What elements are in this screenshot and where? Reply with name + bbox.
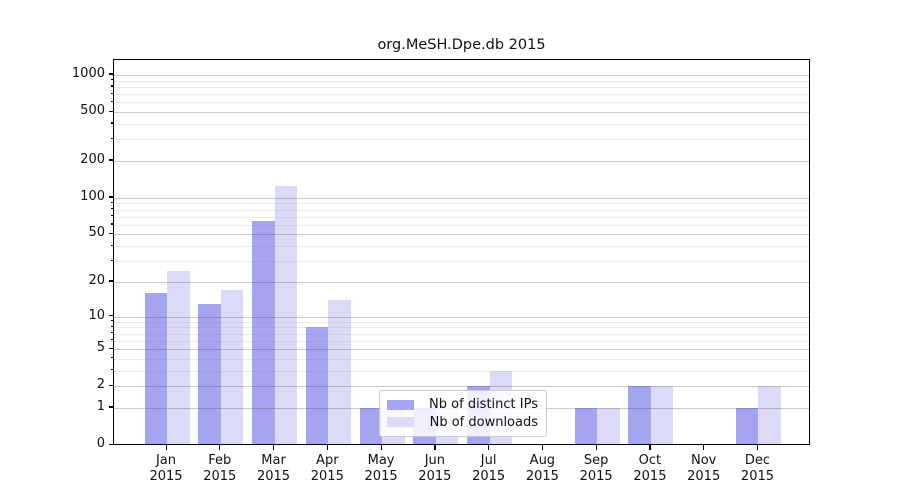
bar-downloads-dec	[758, 386, 781, 444]
bar-distinct-ips-sep	[574, 407, 598, 444]
y-minor-tick-mark	[110, 369, 113, 371]
bar-downloads-apr	[328, 299, 351, 444]
y-minor-tick-mark	[110, 100, 113, 102]
y-tick-mark	[108, 347, 113, 349]
bar-distinct-ips-mar	[252, 220, 275, 444]
y-tick-mark	[108, 159, 113, 161]
y-tick-label: 5	[96, 340, 105, 356]
y-tick-mark	[108, 315, 113, 317]
y-minor-tick-mark	[110, 259, 113, 261]
x-tick-mark	[541, 445, 544, 450]
bar-distinct-ips-feb	[198, 303, 221, 444]
legend-swatch-distinct-ips-icon	[387, 399, 414, 410]
x-tick-mark	[756, 445, 759, 450]
y-tick-label: 2	[96, 377, 105, 393]
y-minor-tick-mark	[110, 79, 113, 81]
y-minor-tick-mark	[110, 137, 113, 140]
bar-downloads-oct	[650, 386, 674, 444]
y-tick-mark	[108, 232, 113, 235]
bar-downloads-jan	[167, 270, 190, 444]
plot-area	[113, 59, 810, 445]
x-tick-mark	[219, 445, 221, 450]
bar-distinct-ips-oct	[628, 386, 651, 444]
y-minor-tick-mark	[110, 85, 113, 87]
x-tick-mark	[434, 445, 436, 450]
x-tick-label-jan: Jan 2015	[149, 453, 183, 484]
y-minor-tick-mark	[110, 92, 113, 94]
x-tick-label-apr: Apr 2015	[310, 453, 344, 484]
x-tick-mark	[595, 445, 597, 450]
x-tick-label-oct: Oct 2015	[633, 453, 667, 484]
y-minor-tick-mark	[110, 332, 113, 334]
y-minor-tick-mark	[110, 357, 113, 359]
y-tick-mark	[108, 443, 113, 445]
y-minor-tick-mark	[110, 208, 113, 210]
y-minor-tick-mark	[110, 215, 113, 217]
y-tick-mark	[108, 280, 113, 282]
bar-downloads-mar	[274, 185, 298, 444]
y-minor-tick-mark	[110, 339, 113, 341]
y-tick-label: 50	[88, 225, 105, 241]
bar-distinct-ips-may	[359, 407, 383, 444]
x-tick-mark	[703, 445, 705, 450]
bar-downloads-feb	[220, 290, 244, 444]
x-tick-mark	[649, 445, 651, 450]
y-minor-tick-mark	[110, 223, 113, 225]
legend-item-distinct-ips: Nb of distinct IPs	[387, 396, 538, 413]
legend-label: Nb of downloads	[429, 414, 538, 430]
x-tick-label-sep: Sep 2015	[579, 453, 613, 484]
y-tick-label: 20	[88, 272, 105, 288]
legend-label: Nb of distinct IPs	[429, 397, 538, 413]
bar-distinct-ips-jan	[144, 293, 167, 444]
y-minor-tick-mark	[110, 325, 113, 327]
bar-distinct-ips-apr	[305, 327, 329, 444]
y-tick-mark	[108, 196, 113, 198]
legend: Nb of distinct IPs Nb of downloads	[379, 390, 547, 437]
x-tick-label-dec: Dec 2015	[740, 453, 775, 484]
x-tick-label-mar: Mar 2015	[256, 453, 291, 484]
y-tick-label: 1	[96, 398, 105, 414]
y-tick-label: 500	[80, 103, 105, 119]
y-tick-label: 200	[80, 151, 105, 167]
bar-downloads-sep	[597, 407, 620, 444]
x-tick-mark	[165, 445, 167, 450]
x-tick-label-nov: Nov 2015	[687, 453, 721, 484]
x-tick-label-feb: Feb 2015	[203, 453, 237, 484]
legend-swatch-downloads-icon	[387, 417, 414, 428]
bars-layer	[114, 60, 809, 444]
y-minor-tick-mark	[110, 320, 113, 322]
x-tick-mark	[488, 445, 490, 450]
legend-item-downloads: Nb of downloads	[387, 414, 538, 431]
y-tick-label: 1000	[71, 65, 105, 81]
y-minor-tick-mark	[110, 201, 113, 204]
x-tick-label-aug: Aug 2015	[525, 453, 559, 484]
y-tick-label: 10	[88, 307, 105, 323]
y-minor-tick-mark	[110, 244, 113, 246]
y-tick-mark	[108, 384, 113, 386]
y-tick-label: 100	[80, 188, 105, 204]
x-tick-mark	[380, 445, 382, 450]
y-minor-tick-mark	[110, 122, 113, 124]
x-tick-label-jul: Jul 2015	[472, 453, 506, 484]
x-tick-label-may: May 2015	[364, 453, 398, 484]
chart-title: org.MeSH.Dpe.db 2015	[377, 37, 546, 53]
y-tick-mark	[108, 406, 113, 408]
bar-distinct-ips-dec	[735, 407, 759, 444]
y-tick-mark	[108, 73, 113, 75]
x-tick-mark	[326, 445, 328, 450]
x-tick-mark	[273, 445, 275, 450]
y-tick-mark	[108, 110, 113, 112]
y-tick-label: 0	[96, 436, 105, 451]
x-tick-label-jun: Jun 2015	[418, 453, 452, 484]
